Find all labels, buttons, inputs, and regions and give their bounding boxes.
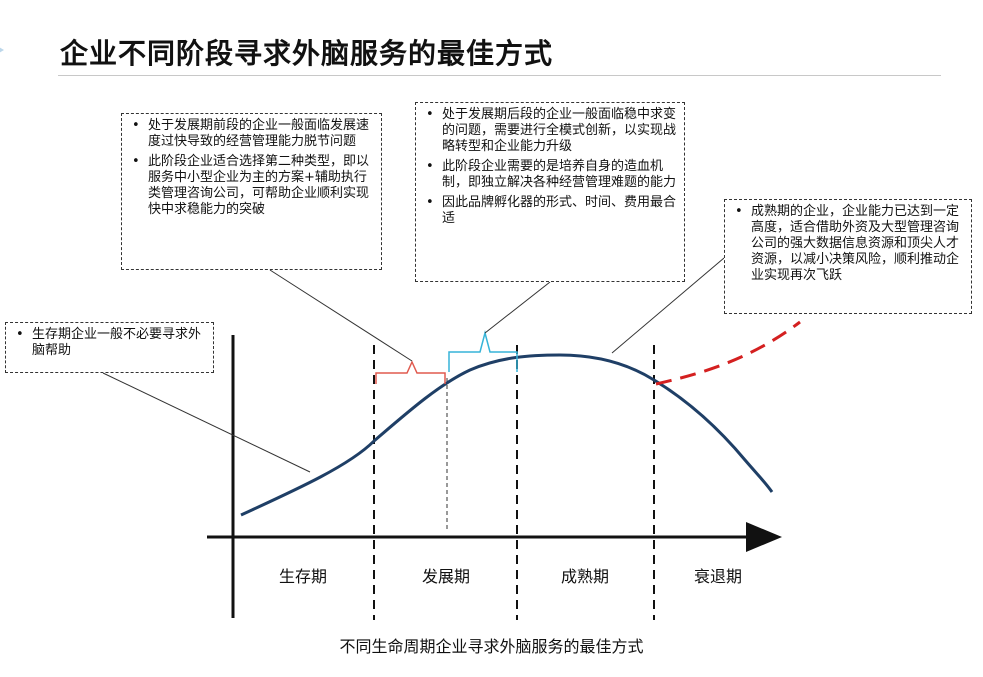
stage-label-survival: 生存期 — [278, 567, 327, 586]
stage-label-growth: 发展期 — [421, 567, 470, 586]
lifecycle-curve — [240, 353, 774, 517]
diagram-caption: 不同生命周期企业寻求外脑服务的最佳方式 — [339, 637, 644, 656]
note-survival-item: 生存期企业一般不必要寻求外脑帮助 — [14, 327, 207, 359]
stage-label-decline: 衰退期 — [693, 567, 742, 586]
note-growth-early-item: 处于发展期前段的企业一般面临发展速度过快导致的经营管理能力脱节问题 — [130, 118, 375, 150]
note-mature: 成熟期的企业，企业能力已达到一定高度，适合借助外资及大型管理咨询公司的强大数据信… — [724, 199, 972, 314]
note-growth-late-item: 因此品牌孵化器的形式、时间、费用最合适 — [424, 195, 678, 227]
note-mature-item: 成熟期的企业，企业能力已达到一定高度，适合借助外资及大型管理咨询公司的强大数据信… — [733, 204, 965, 284]
note-growth-late-item: 此阶段企业需要的是培养自身的造血机制，即独立解决各种经营管理难题的能力 — [424, 159, 678, 191]
leader-line-survival — [102, 372, 311, 473]
note-growth-late: 处于发展期后段的企业一般面临稳中求变的问题，需要进行全模式创新，以实现战略转型和… — [415, 102, 685, 282]
note-growth-early: 处于发展期前段的企业一般面临发展速度过快导致的经营管理能力脱节问题 此阶段企业适… — [121, 113, 382, 270]
page-title: 企业不同阶段寻求外脑服务的最佳方式 — [60, 37, 554, 70]
leader-line-growth-early — [269, 269, 413, 362]
note-survival: 生存期企业一般不必要寻求外脑帮助 — [5, 322, 214, 373]
title-divider — [58, 75, 941, 76]
note-growth-early-item: 此阶段企业适合选择第二种类型，即以服务中小型企业为主的方案+辅助执行类管理咨询公… — [130, 154, 375, 218]
leader-line-mature — [611, 257, 725, 354]
note-growth-late-item: 处于发展期后段的企业一般面临稳中求变的问题，需要进行全模式创新，以实现战略转型和… — [424, 107, 678, 155]
rebound-dashed-line — [655, 320, 801, 386]
slide-marker — [0, 44, 4, 56]
leader-line-growth-late — [484, 281, 551, 334]
stage-label-mature: 成熟期 — [560, 567, 609, 586]
brace-growth-early — [375, 360, 446, 384]
